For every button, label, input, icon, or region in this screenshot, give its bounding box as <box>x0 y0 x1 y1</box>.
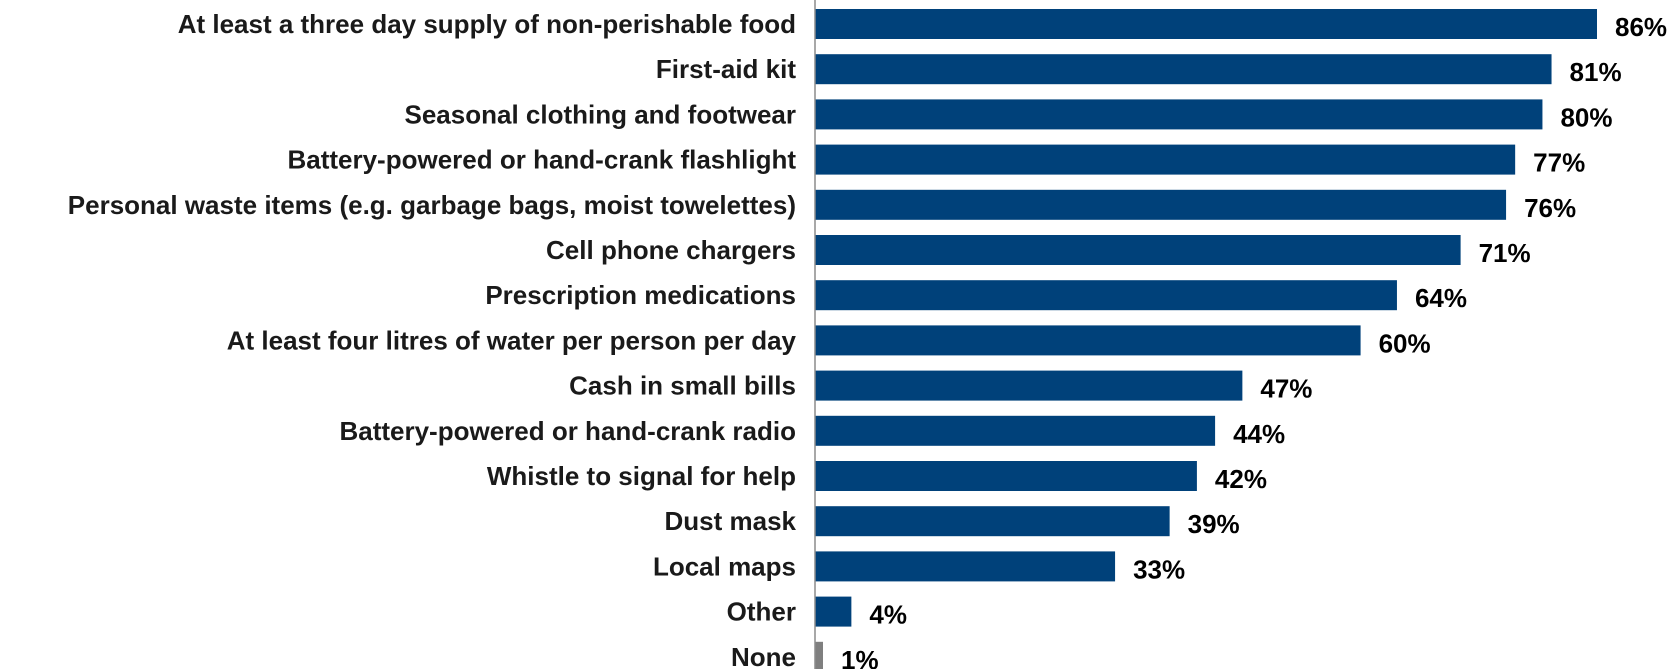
category-label: Dust mask <box>665 506 797 536</box>
category-labels-group: At least a three day supply of non-peris… <box>68 9 797 669</box>
category-label: Other <box>727 597 796 627</box>
bar <box>815 280 1397 311</box>
value-label: 42% <box>1215 464 1267 494</box>
bar <box>815 506 1170 537</box>
bar <box>815 461 1197 491</box>
category-label: Cash in small bills <box>569 371 796 401</box>
bar <box>815 415 1216 446</box>
category-label: Battery-powered or hand-crank flashlight <box>287 145 796 175</box>
bar <box>815 9 1597 39</box>
value-label: 71% <box>1479 238 1531 268</box>
category-label: Prescription medications <box>485 280 796 310</box>
bar <box>815 54 1552 85</box>
value-label: 76% <box>1524 193 1576 223</box>
value-labels-group: 86% 81% 80% 77% 76% 71% 64% 60% 47% 44% 42% 39%33% 4… <box>841 12 1667 669</box>
category-label: Battery-powered or hand-crank radio <box>339 416 796 446</box>
category-label: At least four litres of water per person… <box>227 325 797 355</box>
category-label: Local maps <box>653 551 796 581</box>
value-label: 39% <box>1188 509 1240 539</box>
bar <box>815 144 1516 175</box>
category-label: Whistle to signal for help <box>487 461 796 491</box>
category-label: Personal waste items (e.g. garbage bags,… <box>68 190 796 220</box>
value-label: 33% <box>1133 554 1185 584</box>
bar <box>815 235 1461 265</box>
category-label: Seasonal clothing and footwear <box>405 99 797 129</box>
value-label: 86% <box>1615 12 1667 42</box>
value-label: 60% <box>1379 328 1431 358</box>
value-label: 47% <box>1260 374 1312 404</box>
value-label: 77% <box>1533 148 1585 178</box>
bar <box>815 189 1507 220</box>
bar <box>815 641 823 669</box>
category-label: First-aid kit <box>656 54 796 84</box>
bar <box>815 551 1116 582</box>
value-label: 81% <box>1570 57 1622 87</box>
bar <box>815 370 1243 401</box>
category-label: Cell phone chargers <box>546 235 796 265</box>
value-label: 80% <box>1560 102 1612 132</box>
value-label: 64% <box>1415 283 1467 313</box>
value-label: 44% <box>1233 419 1285 449</box>
category-label: None <box>731 642 796 669</box>
bar <box>815 325 1361 356</box>
value-label: 1% <box>841 645 879 669</box>
bar <box>815 596 852 627</box>
bar <box>815 99 1543 130</box>
category-label: At least a three day supply of non-peris… <box>178 9 796 39</box>
value-label: 4% <box>869 600 907 630</box>
bars-group <box>815 9 1597 669</box>
